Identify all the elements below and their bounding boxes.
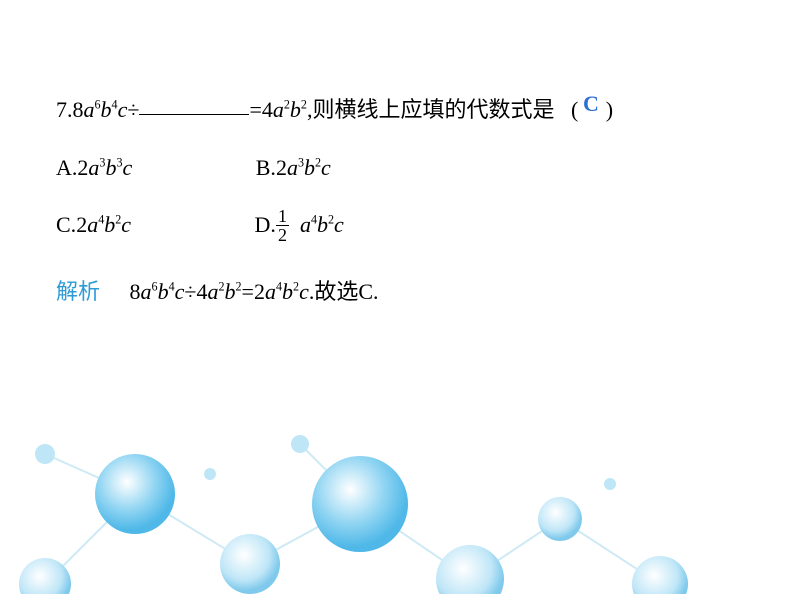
- exp-c3: c: [299, 279, 309, 304]
- exp-tail: .故选C.: [309, 279, 379, 304]
- explanation-label: 解析: [56, 279, 100, 304]
- exp-a3: a: [265, 279, 276, 304]
- option-d-label: D.: [255, 212, 276, 237]
- rhs-coeff: 4: [262, 97, 273, 122]
- option-c-coeff: 2: [76, 212, 87, 237]
- exp-coeff2: 4: [196, 279, 207, 304]
- decorative-background: [0, 434, 794, 594]
- option-a-coeff: 2: [77, 155, 88, 180]
- lhs-c: c: [118, 97, 128, 122]
- option-c: C.2a4b2c: [56, 212, 137, 237]
- exp-a2: a: [207, 279, 218, 304]
- option-d-frac-num: 1: [276, 207, 289, 226]
- lhs-a: a: [84, 97, 95, 122]
- option-d-c: c: [334, 212, 344, 237]
- paren-group: ( ) C: [571, 90, 613, 130]
- option-b-c: c: [321, 155, 331, 180]
- paren-close: ): [606, 97, 613, 122]
- answer-mark: C: [583, 84, 599, 124]
- options-row-2: C.2a4b2c D.12 a4b2c: [56, 205, 738, 245]
- explanation-line: 解析 8a6b4c÷4a2b2=2a4b2c.故选C.: [56, 274, 738, 306]
- option-b-coeff: 2: [276, 155, 287, 180]
- exp-a1: a: [141, 279, 152, 304]
- option-a-a: a: [88, 155, 99, 180]
- molecule-deco-icon: [0, 434, 794, 594]
- option-b-b: b: [304, 155, 315, 180]
- exp-b2: b: [225, 279, 236, 304]
- option-d: D.12 a4b2c: [255, 205, 344, 245]
- option-a-label: A.: [56, 155, 77, 180]
- tail-text: ,则横线上应填的代数式是: [307, 97, 555, 122]
- exp-eq: =: [242, 279, 254, 304]
- slide: 7.8a6b4c÷=4a2b2,则横线上应填的代数式是 ( ) C A.2a3b…: [0, 0, 794, 594]
- option-d-frac: 12: [276, 207, 289, 244]
- lhs-coeff: 8: [73, 97, 84, 122]
- option-d-a: a: [300, 212, 311, 237]
- option-d-frac-den: 2: [276, 226, 289, 244]
- option-a: A.2a3b3c: [56, 155, 138, 180]
- eq: =: [249, 97, 261, 122]
- blank-underline: [139, 93, 249, 115]
- options-row-1: A.2a3b3c B.2a3b2c: [56, 148, 738, 188]
- option-c-a: a: [87, 212, 98, 237]
- lhs-b: b: [101, 97, 112, 122]
- option-b-label: B.: [256, 155, 276, 180]
- question-number: 7.: [56, 97, 73, 122]
- rhs-a: a: [273, 97, 284, 122]
- paren-open: (: [571, 97, 578, 122]
- option-a-b: b: [105, 155, 116, 180]
- rhs-b: b: [290, 97, 301, 122]
- option-a-c: c: [122, 155, 132, 180]
- exp-b3: b: [282, 279, 293, 304]
- option-c-label: C.: [56, 212, 76, 237]
- op-div: ÷: [127, 97, 139, 122]
- question-line: 7.8a6b4c÷=4a2b2,则横线上应填的代数式是 ( ) C: [56, 90, 738, 130]
- option-b: B.2a3b2c: [256, 148, 331, 188]
- option-c-c: c: [121, 212, 131, 237]
- exp-c1: c: [175, 279, 185, 304]
- exp-b1: b: [158, 279, 169, 304]
- exp-coeff1: 8: [130, 279, 141, 304]
- exp-coeff3: 2: [254, 279, 265, 304]
- exp-op: ÷: [184, 279, 196, 304]
- option-b-a: a: [287, 155, 298, 180]
- option-c-b: b: [104, 212, 115, 237]
- option-d-b: b: [317, 212, 328, 237]
